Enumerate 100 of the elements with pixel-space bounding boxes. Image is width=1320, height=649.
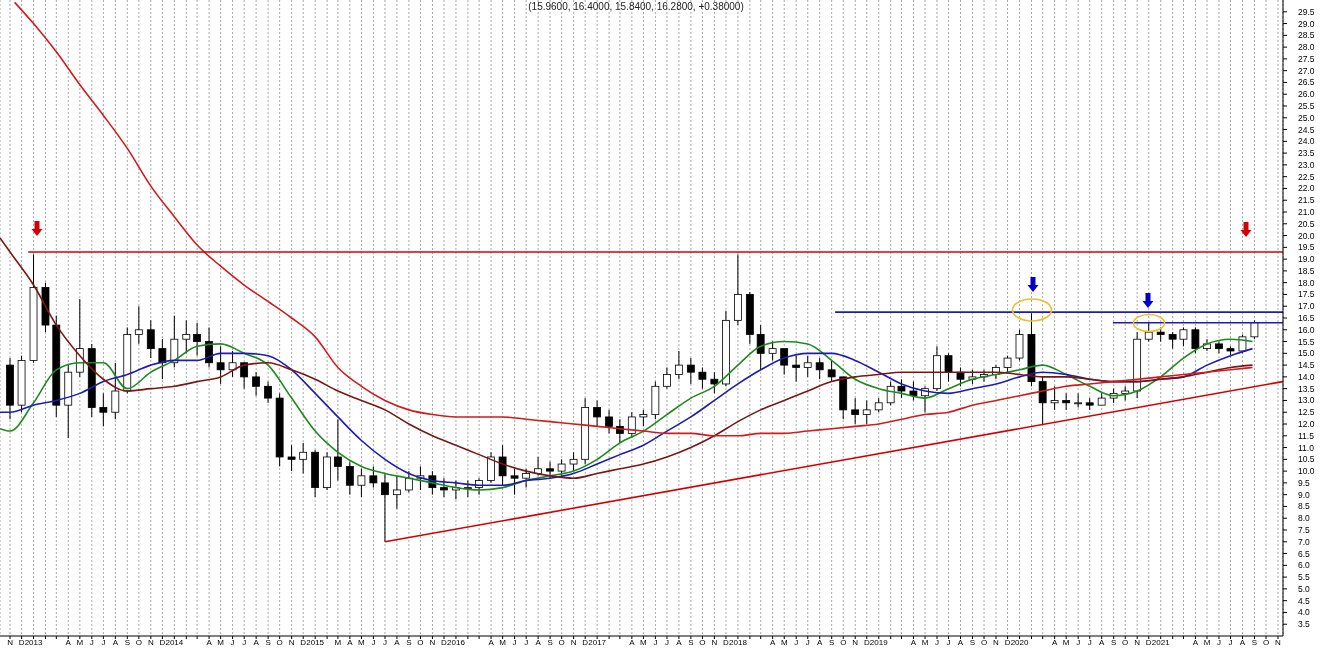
x-tick-label: S (265, 637, 271, 647)
line-series (0, 237, 1254, 479)
x-tick-label: S (124, 637, 130, 647)
candlestick (182, 319, 191, 354)
y-tick-label: 24.0 (1298, 136, 1315, 147)
x-tick-label: M (1062, 637, 1070, 647)
y-tick-label: 11.0 (1298, 442, 1315, 453)
x-tick-label: N (7, 637, 14, 647)
x-tick-label: D (18, 637, 25, 647)
x-tick-label: J (653, 637, 658, 647)
y-tick-label: 8.0 (1298, 513, 1311, 524)
y-tick-label: 13.5 (1298, 383, 1315, 394)
y-tick-label: 14.0 (1298, 371, 1315, 382)
x-tick-label: 2016 (447, 637, 466, 647)
x-tick-label: O (135, 637, 142, 647)
y-tick-label: 4.5 (1298, 595, 1311, 606)
x-tick-label: J (1228, 637, 1233, 647)
x-tick-label: J (512, 637, 517, 647)
x-tick-label: 2018 (729, 637, 748, 647)
y-tick-label: 7.5 (1298, 525, 1311, 536)
candlestick (264, 381, 272, 404)
candlestick (287, 444, 296, 472)
candlestick (404, 470, 413, 493)
x-tick-label: N (429, 637, 436, 647)
x-tick-label: J (664, 637, 669, 647)
candlestick (1074, 392, 1083, 409)
candlestick (792, 355, 801, 383)
x-tick-label: A (65, 637, 72, 647)
candlestick (299, 442, 308, 474)
y-tick-label: 25.0 (1298, 112, 1315, 123)
x-tick-label: J (1076, 637, 1081, 647)
candlestick (393, 475, 401, 510)
candlestick (698, 366, 707, 390)
y-tick-label: 17.0 (1298, 301, 1315, 312)
x-tick-label: J (1216, 637, 1221, 647)
candlestick (193, 322, 201, 357)
x-tick-label: D (582, 637, 589, 647)
x-tick-label: A (488, 637, 495, 647)
candlestick (780, 348, 789, 376)
candlestick (956, 366, 965, 387)
x-tick-label: O (417, 637, 424, 647)
x-tick-label: N (288, 637, 295, 647)
x-tick-label: D (863, 637, 870, 647)
candlestick (333, 418, 342, 482)
y-tick-label: 20.5 (1298, 218, 1315, 229)
y-tick-label: 23.0 (1298, 159, 1315, 170)
x-tick-label: J (805, 637, 810, 647)
y-tick-label: 22.5 (1298, 171, 1315, 182)
candlestick (851, 397, 860, 425)
y-tick-label: 18.0 (1298, 277, 1315, 288)
candlestick (909, 381, 918, 401)
y-tick-label: 28.0 (1298, 42, 1315, 53)
x-tick-label: A (957, 637, 964, 647)
candlestick (827, 359, 836, 383)
x-tick-label: A (112, 637, 119, 647)
x-tick-label: A (206, 637, 213, 647)
x-tick-label: D (159, 637, 166, 647)
candlestick (510, 468, 519, 496)
y-tick-label: 4.0 (1298, 607, 1311, 618)
x-tick-label: A (629, 637, 636, 647)
candlestick (534, 456, 542, 477)
y-tick-label: 7.0 (1298, 536, 1311, 547)
y-tick-label: 9.0 (1298, 489, 1311, 500)
y-tick-label: 17.5 (1298, 289, 1315, 300)
candlestick (498, 444, 507, 486)
x-tick-label: N (147, 637, 154, 647)
candlestick (228, 350, 237, 378)
y-tick-label: 15.5 (1298, 336, 1315, 347)
candlestick (170, 315, 179, 368)
x-tick-label: O (1262, 637, 1270, 647)
y-tick-label: 16.5 (1298, 313, 1315, 324)
x-tick-label: N (1134, 637, 1141, 647)
candlestick (686, 357, 695, 385)
y-tick-label: 9.5 (1298, 477, 1311, 488)
x-tick-label: A (1099, 637, 1106, 647)
y-tick-label: 5.0 (1298, 583, 1311, 594)
x-tick-label: S (969, 637, 976, 647)
candlestick (111, 362, 120, 420)
x-tick-label: S (1251, 637, 1258, 647)
candlestick (1144, 322, 1153, 343)
x-tick-label: J (934, 637, 939, 647)
y-tick-label: 27.5 (1298, 53, 1315, 64)
x-tick-label: J (946, 637, 951, 647)
x-tick-label: S (688, 637, 694, 647)
x-tick-label: A (676, 637, 683, 647)
x-tick-label: J (89, 637, 94, 647)
x-tick-label: J (242, 637, 247, 647)
x-tick-label: N (1275, 637, 1282, 647)
candlestick (345, 461, 354, 496)
candlestick (605, 409, 613, 434)
chart-title: (15.9600, 16.4000, 15.8400, 16.2800, +0.38000) (527, 1, 745, 13)
x-tick-label: O (699, 637, 706, 647)
x-tick-label: N (570, 637, 577, 647)
candlestick (756, 324, 765, 371)
x-tick-label: J (230, 637, 235, 647)
candlestick (134, 305, 143, 345)
x-tick-label: 2017 (588, 637, 607, 647)
y-tick-label: 23.5 (1298, 148, 1315, 159)
candlestick (862, 399, 871, 425)
y-tick-label: 10.5 (1298, 454, 1315, 465)
